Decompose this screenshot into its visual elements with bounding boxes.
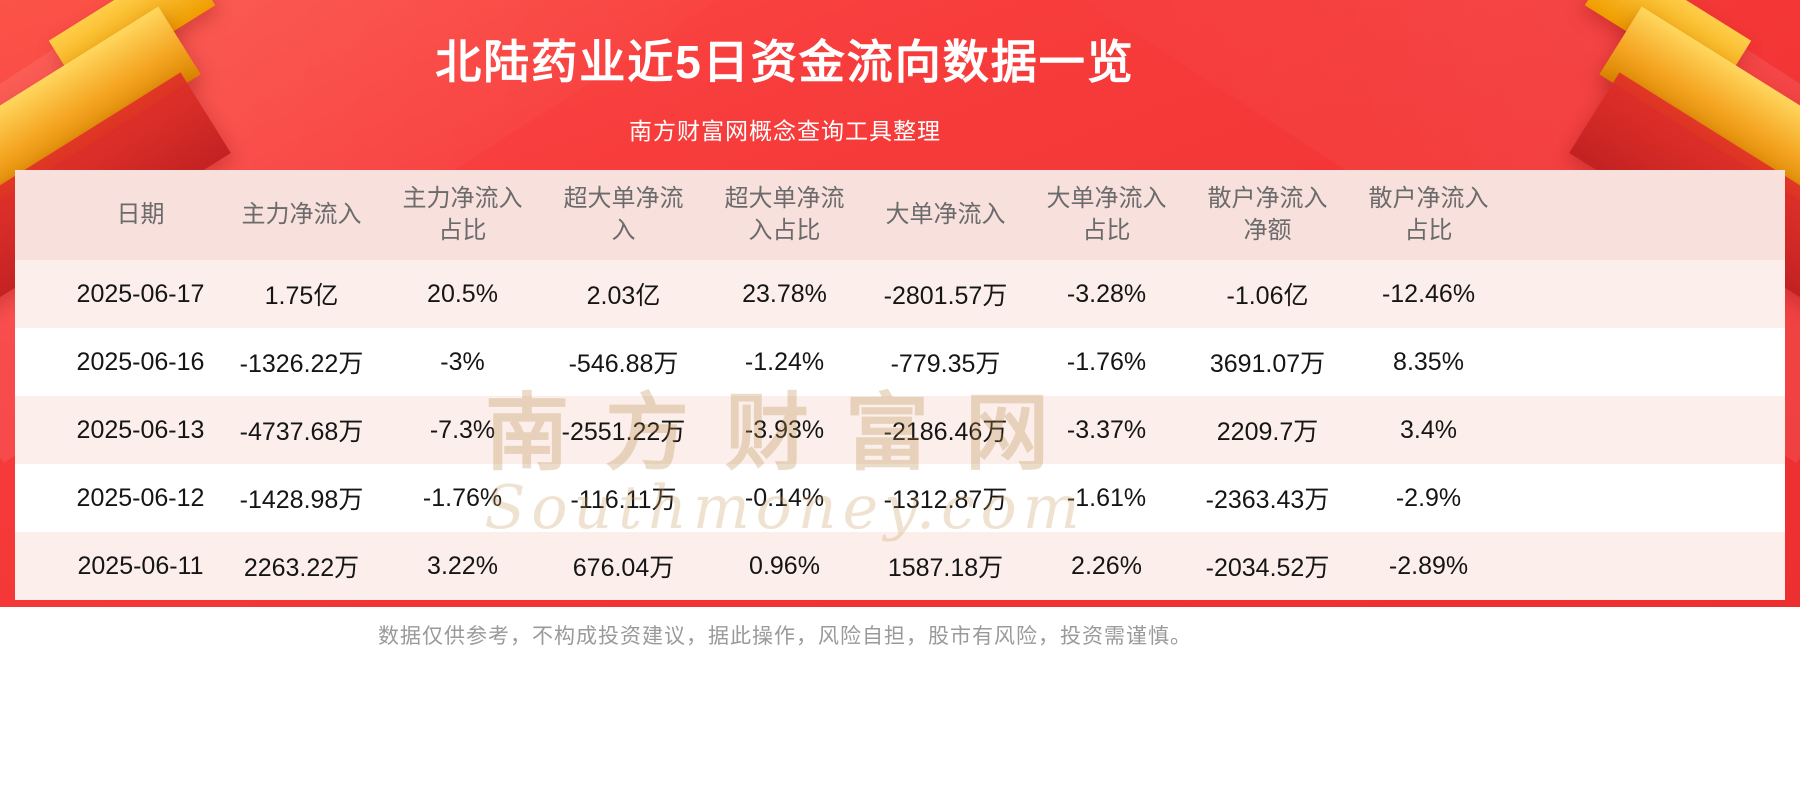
column-header: 主力净流入 (241, 200, 362, 228)
value-cell: -3.93% (744, 415, 825, 444)
date-cell: 2025-06-13 (76, 415, 205, 444)
value-cell: -2801.57万 (883, 282, 1008, 310)
table-row: 2025-06-12 -1428.98万 -1.76% -116.11万 -0.14% -… (15, 464, 1785, 532)
value-cell: -3% (440, 347, 485, 376)
value-cell: -116.11万 (570, 486, 677, 514)
value-cell: 2209.7万 (1216, 418, 1319, 446)
date-cell: 2025-06-11 (77, 551, 204, 580)
value-cell: -1326.22万 (239, 350, 364, 378)
column-header: 散户净流入占比 (1368, 184, 1489, 244)
value-cell: 8.35% (1393, 347, 1464, 376)
value-cell: -12.46% (1381, 279, 1476, 308)
table-row: 2025-06-13 -4737.68万 -7.3% -2551.22万 -3.93% -… (15, 396, 1785, 464)
table-row: 2025-06-11 2263.22万 3.22% 676.04万 0.96% 1587.… (15, 532, 1785, 600)
table-row: 2025-06-16 -1326.22万 -3% -546.88万 -1.24% -779… (15, 328, 1785, 396)
value-cell: 2263.22万 (243, 554, 360, 582)
column-header: 散户净流入净额 (1207, 184, 1328, 244)
table-row: 2025-06-17 1.75亿 20.5% 2.03亿 23.78% -2801.57万… (15, 260, 1785, 328)
value-cell: -1.06亿 (1226, 282, 1309, 310)
value-cell: 2.03亿 (586, 282, 661, 310)
date-cell: 2025-06-17 (76, 279, 205, 308)
value-cell: 0.96% (749, 551, 820, 580)
value-cell: -3.37% (1066, 415, 1147, 444)
data-table-card: 日期 主力净流入 主力净流入占比 超大单净流入 超大单净流入占比 大单净流入 大单净流入占比… (15, 170, 1785, 600)
value-cell: -1.61% (1066, 483, 1147, 512)
value-cell: -3.28% (1066, 279, 1147, 308)
value-cell: 3.4% (1400, 415, 1457, 444)
column-header: 超大单净流入 (563, 184, 684, 244)
table-body: 2025-06-17 1.75亿 20.5% 2.03亿 23.78% -2801.57万… (15, 260, 1785, 600)
page-subtitle: 南方财富网概念查询工具整理 (629, 118, 941, 144)
value-cell: 20.5% (427, 279, 498, 308)
page-title: 北陆药业近5日资金流向数据一览 (435, 36, 1135, 88)
value-cell: -1.24% (744, 347, 825, 376)
column-header: 超大单净流入占比 (724, 184, 845, 244)
disclaimer-text: 数据仅供参考，不构成投资建议，据此操作，风险自担，股市有风险，投资需谨慎。 (378, 625, 1192, 648)
value-cell: -7.3% (429, 415, 496, 444)
value-cell: 3691.07万 (1209, 350, 1326, 378)
column-header: 大单净流入占比 (1046, 184, 1167, 244)
value-cell: -1.76% (422, 483, 503, 512)
value-cell: -1312.87万 (883, 486, 1008, 514)
value-cell: -2363.43万 (1205, 486, 1330, 514)
value-cell: -2.89% (1388, 551, 1469, 580)
value-cell: 3.22% (427, 551, 498, 580)
column-header: 主力净流入占比 (402, 184, 523, 244)
date-cell: 2025-06-12 (76, 483, 205, 512)
value-cell: 2.26% (1071, 551, 1142, 580)
column-header: 日期 (116, 200, 165, 228)
value-cell: -2034.52万 (1205, 554, 1330, 582)
value-cell: -1.76% (1066, 347, 1147, 376)
table-header-row: 日期 主力净流入 主力净流入占比 超大单净流入 超大单净流入占比 大单净流入 大单净流入占比… (15, 170, 1785, 260)
value-cell: 676.04万 (572, 554, 675, 582)
date-cell: 2025-06-16 (76, 347, 205, 376)
value-cell: 1587.18万 (887, 554, 1004, 582)
value-cell: -4737.68万 (239, 418, 364, 446)
value-cell: -2551.22万 (561, 418, 686, 446)
value-cell: 23.78% (742, 279, 827, 308)
value-cell: -546.88万 (568, 350, 679, 378)
value-cell: -2186.46万 (883, 418, 1008, 446)
value-cell: 1.75亿 (264, 282, 339, 310)
column-header: 大单净流入 (885, 200, 1006, 228)
value-cell: -1428.98万 (239, 486, 364, 514)
value-cell: -0.14% (744, 483, 825, 512)
value-cell: -779.35万 (890, 350, 1001, 378)
value-cell: -2.9% (1395, 483, 1462, 512)
